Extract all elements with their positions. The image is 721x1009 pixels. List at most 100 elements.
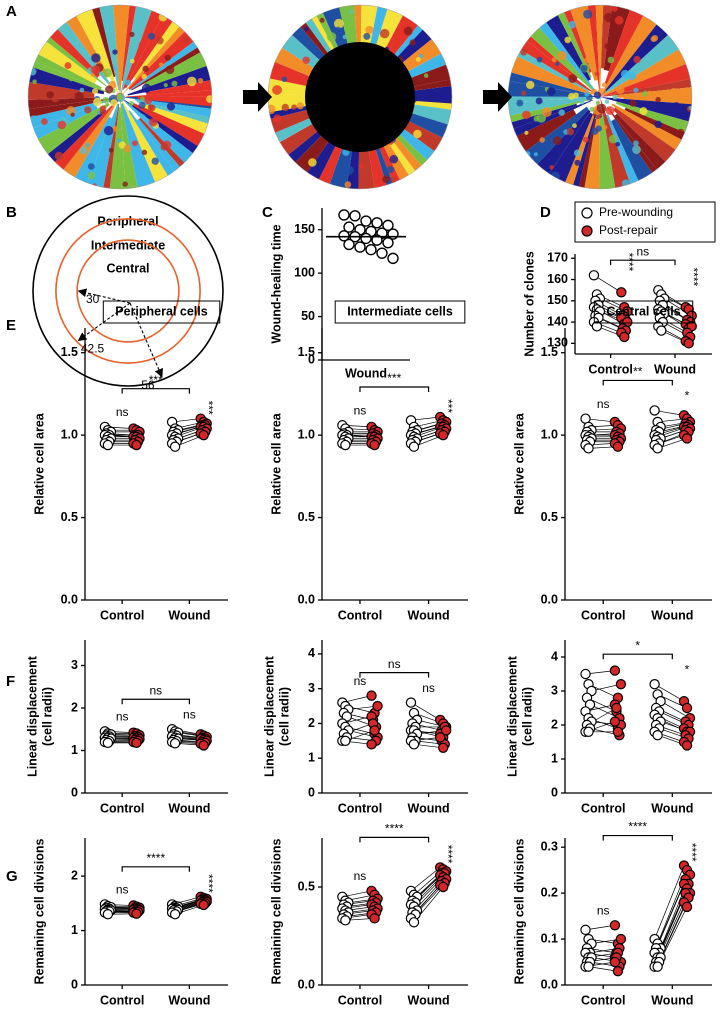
colony-wedge — [51, 98, 120, 174]
colony-cell — [633, 140, 639, 147]
colony-cell — [386, 165, 395, 174]
significance-label: **** — [685, 843, 699, 862]
data-point — [437, 881, 449, 893]
y-axis-label: Number of clones — [522, 251, 536, 357]
pair-line — [655, 879, 686, 949]
colony-cell — [272, 85, 282, 95]
colony-outline — [27, 4, 213, 190]
colony-cell — [604, 99, 610, 104]
data-point — [338, 230, 350, 242]
data-point — [360, 232, 372, 245]
radius-arrow — [77, 302, 131, 342]
colony-cell — [580, 64, 588, 72]
panel-label: A — [6, 3, 17, 20]
significance-label: ns — [597, 903, 610, 917]
x-tick-label: Wound — [345, 366, 387, 380]
colony-wedge — [34, 38, 98, 84]
colony-cell — [140, 114, 146, 119]
colony-cell — [539, 137, 545, 143]
colony-wedge — [112, 5, 130, 96]
y-tick-label: 4 — [551, 649, 558, 663]
data-point — [580, 924, 591, 936]
y-axis-label: Wound-healing time — [269, 224, 283, 343]
colony-cell — [108, 147, 114, 153]
colony-cell — [558, 109, 565, 116]
legend-label: Post-repair — [599, 223, 658, 237]
data-point — [102, 439, 114, 451]
colony-cell — [536, 56, 543, 63]
x-tick-label: Wound — [654, 362, 696, 376]
colony-cell — [596, 103, 607, 114]
x-tick-label: Control — [100, 801, 144, 815]
data-point — [338, 209, 350, 221]
colony-cell — [688, 105, 692, 111]
data-point — [434, 732, 446, 743]
data-point — [369, 439, 380, 451]
colony-cell — [547, 87, 556, 96]
data-point — [437, 429, 449, 441]
colony-cell — [103, 68, 112, 78]
colony-cell — [64, 62, 72, 70]
data-point — [340, 735, 351, 747]
colony-cell — [102, 96, 110, 104]
colony-wedge — [614, 113, 669, 174]
data-point — [583, 443, 594, 454]
colony-wedge — [509, 99, 593, 139]
colony-wedge — [133, 17, 183, 79]
colony-cell — [344, 165, 354, 175]
data-point — [652, 730, 663, 741]
chart-title: Peripheral cells — [115, 304, 207, 318]
data-point — [681, 901, 693, 913]
y-axis-label: Linear displacement — [262, 655, 276, 777]
colony-cell — [91, 65, 101, 75]
colony-wedge — [72, 116, 112, 188]
colony-wedge — [583, 118, 600, 189]
colony-cell — [166, 102, 176, 111]
significance-bracket — [359, 386, 430, 393]
significance-bracket — [121, 866, 190, 872]
colony-wedge — [134, 98, 212, 119]
colony-cell — [87, 171, 96, 180]
colony-cell — [124, 79, 131, 86]
colony-cell — [79, 146, 88, 155]
y-tick-label: 1 — [71, 743, 78, 757]
y-axis-label: Relative cell area — [512, 412, 526, 515]
colony-cell — [403, 26, 413, 36]
colony-cell — [607, 56, 615, 64]
data-point — [198, 899, 209, 911]
colony-cell — [132, 140, 138, 147]
significance-label: ** — [633, 365, 643, 379]
colony-cell — [141, 83, 152, 93]
colony-wedge — [141, 103, 212, 136]
significance-bracket — [610, 259, 676, 266]
data-point — [609, 665, 621, 676]
data-point — [369, 913, 380, 924]
y-tick-label: 0 — [308, 352, 315, 366]
y-tick-label: 3 — [71, 658, 78, 672]
colony-cell — [389, 155, 399, 164]
colony-wedge — [28, 65, 105, 95]
y-axis-label: Remaining cell divisions — [269, 839, 283, 985]
data-point — [437, 742, 449, 753]
colony-cell — [141, 73, 147, 80]
chart: 0.0 0.1 0.2 0.3 Remaining cell divisions Cont… — [512, 820, 712, 1007]
chart: 0 1 2 3 4 Linear displacement (cell radii) Cont… — [262, 640, 468, 815]
y-tick-label: 0.5 — [541, 510, 558, 524]
data-point — [387, 252, 399, 265]
data-point — [611, 702, 622, 714]
colony-cell — [655, 96, 661, 103]
colony-cell — [326, 32, 337, 42]
colony-wedge — [600, 99, 632, 189]
significance-label: **** — [385, 822, 404, 836]
data-point — [652, 961, 663, 972]
colony-wedge — [137, 96, 212, 107]
legend-marker — [581, 207, 593, 219]
x-tick-label: Control — [100, 608, 144, 622]
colony-wedge — [523, 33, 578, 80]
colony-wedge — [601, 11, 660, 96]
colony-cell — [604, 12, 614, 23]
y-tick-label: 140 — [547, 314, 568, 328]
colony-wedge — [60, 102, 117, 182]
radius-label: 42.5 — [81, 342, 105, 356]
colony-cell — [382, 175, 390, 183]
